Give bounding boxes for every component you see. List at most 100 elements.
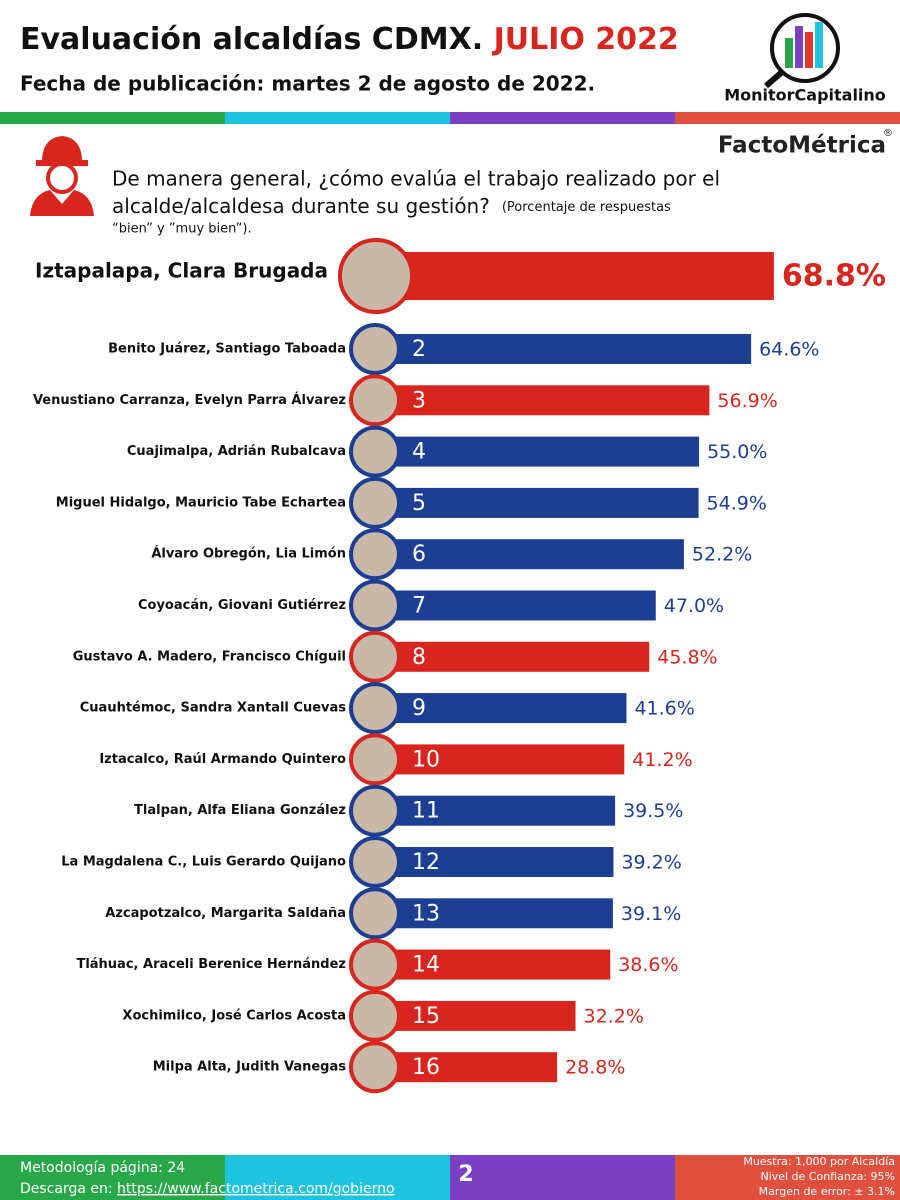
bar <box>378 641 650 672</box>
stripe <box>450 112 675 124</box>
value-label: 55.0% <box>707 441 767 463</box>
footer-band <box>0 1155 225 1200</box>
category-label: Milpa Alta, Judith Vanegas <box>153 1060 347 1075</box>
category-label: Coyoacán, Giovani Gutiérrez <box>138 598 346 613</box>
bar <box>378 1052 558 1083</box>
category-label: Miguel Hidalgo, Mauricio Tabe Echartea <box>56 495 346 510</box>
rank-label: 16 <box>412 1055 440 1080</box>
stripe <box>225 112 450 124</box>
portrait <box>349 425 401 478</box>
value-label: 32.2% <box>584 1005 644 1027</box>
rank-label: 3 <box>412 388 426 413</box>
stripe <box>0 112 225 124</box>
category-label: Azcapotzalco, Margarita Saldaña <box>105 906 346 921</box>
portrait <box>338 238 414 314</box>
bar <box>378 539 684 570</box>
bar <box>378 334 752 364</box>
methodology: Metodología página: 24 <box>20 1160 185 1176</box>
subtitle: Fecha de publicación: martes 2 de agosto… <box>20 72 595 96</box>
worker-icon <box>30 136 94 216</box>
registered-mark: ® <box>883 128 893 139</box>
title: Evaluación alcaldías CDMX. JULIO 2022 <box>20 22 679 57</box>
value-label: 64.6% <box>759 339 819 361</box>
rank-label: 6 <box>412 542 426 567</box>
value-label: 39.1% <box>621 903 681 925</box>
rank-label: 4 <box>412 440 426 465</box>
title-highlight: JULIO 2022 <box>492 22 679 57</box>
bar <box>378 744 625 775</box>
portrait <box>349 528 401 581</box>
portrait <box>349 374 401 427</box>
portrait <box>349 733 401 786</box>
rank-label: 12 <box>412 850 440 875</box>
category-label: Álvaro Obregón, Lia Limón <box>151 546 346 562</box>
portrait <box>349 476 401 529</box>
brand: MonitorCapitalino <box>724 86 886 105</box>
question-note: (Porcentaje de respuestas <box>502 200 671 215</box>
value-label: 41.6% <box>634 698 694 720</box>
value-label: 38.6% <box>618 954 678 976</box>
portrait <box>349 1041 401 1094</box>
category-label: Iztapalapa, Clara Brugada <box>35 259 328 283</box>
value-label: 41.2% <box>632 749 692 771</box>
category-label: Tláhuac, Araceli Berenice Hernández <box>76 957 346 972</box>
bar <box>378 590 656 621</box>
question: alcalde/alcaldesa durante su gestión? (Po… <box>112 194 671 218</box>
rank-label: 11 <box>412 799 440 824</box>
value-label: 39.5% <box>623 800 683 822</box>
portrait <box>349 938 401 991</box>
footer-band <box>675 1155 900 1200</box>
rank-label: 7 <box>412 594 426 619</box>
bar <box>378 949 611 980</box>
confidence: Nivel de Confianza: 95% <box>760 1170 895 1183</box>
value-label: 28.8% <box>565 1057 625 1079</box>
rank-label: 8 <box>412 645 426 670</box>
bar <box>378 693 627 724</box>
bar <box>378 847 614 877</box>
bar <box>378 487 699 518</box>
question: De manera general, ¿cómo evalúa el traba… <box>112 167 720 191</box>
portrait <box>349 579 401 632</box>
stripe <box>675 112 900 124</box>
rank-label: 13 <box>412 901 440 926</box>
category-label: Xochimilco, José Carlos Acosta <box>122 1008 346 1023</box>
footer-band <box>225 1155 450 1200</box>
category-label: Tlalpan, Alfa Eliana González <box>134 803 346 818</box>
category-label: La Magdalena C., Luis Gerardo Quijano <box>61 855 346 870</box>
category-label: Benito Juárez, Santiago Taboada <box>108 342 346 357</box>
portrait <box>349 989 401 1042</box>
value-label: 52.2% <box>692 544 752 566</box>
question-text: alcalde/alcaldesa durante su gestión? <box>112 194 490 218</box>
brand-logo <box>764 13 840 89</box>
category-label: Cuauhtémoc, Sandra Xantall Cuevas <box>80 701 346 716</box>
question-note: “bien” y ”muy bien”). <box>112 222 252 237</box>
pollster: FactoMétrica <box>718 133 886 159</box>
value-label: 56.9% <box>717 390 777 412</box>
bar <box>378 1000 576 1031</box>
rank-label: 5 <box>412 491 426 516</box>
portrait <box>349 682 401 735</box>
sample: Muestra: 1,000 por Alcaldía <box>743 1155 895 1168</box>
page-number: 2 <box>458 1162 473 1187</box>
bar <box>378 252 774 300</box>
value-label: 45.8% <box>657 646 717 668</box>
title-main: Evaluación alcaldías CDMX. <box>20 22 483 57</box>
portrait <box>349 887 401 940</box>
value-label: 39.2% <box>621 852 681 874</box>
bar <box>378 898 613 929</box>
category-label: Cuajimalpa, Adrián Rubalcava <box>127 444 346 459</box>
download-link[interactable]: https://www.factometrica.com/gobierno <box>117 1181 394 1197</box>
value-label: 68.8% <box>782 259 886 294</box>
category-label: Venustiano Carranza, Evelyn Parra Álvare… <box>33 392 346 408</box>
category-label: Iztacalco, Raúl Armando Quintero <box>99 752 346 767</box>
bar <box>378 385 710 416</box>
rank-label: 2 <box>412 337 426 362</box>
portrait <box>349 784 401 837</box>
bar-chart: Iztapalapa, Clara Brugada 68.8% Benito Juá… <box>33 238 886 1094</box>
footer-band <box>450 1155 675 1200</box>
download: Descarga en: https://www.factometrica.co… <box>20 1181 395 1197</box>
portrait <box>349 630 401 683</box>
margin: Margen de error: ± 3.1% <box>759 1185 895 1198</box>
value-label: 47.0% <box>664 595 724 617</box>
download-label: Descarga en: <box>20 1181 113 1197</box>
